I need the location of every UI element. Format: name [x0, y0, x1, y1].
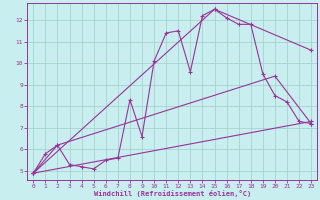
X-axis label: Windchill (Refroidissement éolien,°C): Windchill (Refroidissement éolien,°C) [94, 190, 251, 197]
